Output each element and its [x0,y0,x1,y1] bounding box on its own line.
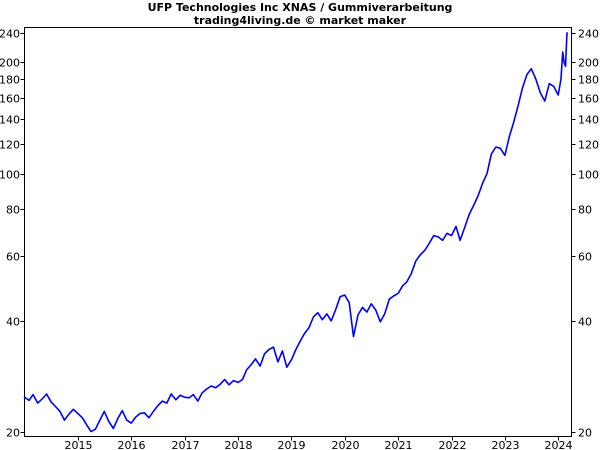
y-tick-label-left: 120 [0,139,20,152]
y-tick-label-right: 180 [578,74,599,87]
y-tick-label-right: 80 [578,204,592,217]
y-tick-label-left: 200 [0,57,20,70]
x-tick-label: 2022 [439,439,467,450]
x-tick-label: 2019 [278,439,306,450]
y-tick-label-right: 200 [578,57,599,70]
y-tick-label-right: 160 [578,93,599,106]
y-tick-label-right: 60 [578,251,592,264]
x-tick-label: 2015 [65,439,93,450]
x-axis: 2015 2016 2017 2018 2019 2020 2021 2022 2023 2024 [65,436,573,450]
y-tick-label-right: 140 [578,114,599,127]
chart-title: UFP Technologies Inc XNAS / Gummiverarbe… [147,1,453,14]
y-tick-label-left: 140 [0,114,20,127]
y-axis-right: 20 40 60 80 100 120 140 160 180 200 240 [571,28,599,440]
y-tick-label-left: 40 [6,316,20,329]
x-tick-label: 2021 [385,439,413,450]
y-tick-label-right: 100 [578,169,599,182]
x-tick-label: 2016 [118,439,146,450]
plot-frame [24,27,572,437]
y-tick-label-left: 60 [6,251,20,264]
x-tick-label: 2023 [492,439,520,450]
y-tick-label-left: 100 [0,169,20,182]
y-tick-label-right: 40 [578,316,592,329]
y-tick-label-left: 180 [0,74,20,87]
y-tick-label-right: 240 [578,28,599,41]
y-tick-label-left: 240 [0,28,20,41]
y-tick-label-left: 160 [0,93,20,106]
price-series-line [23,31,568,433]
x-tick-label: 2020 [332,439,360,450]
y-tick-label-left: 20 [6,427,20,440]
chart-subtitle: trading4living.de © market maker [193,14,407,27]
x-tick-label: 2018 [225,439,253,450]
x-tick-label: 2024 [545,439,573,450]
y-tick-label-right: 120 [578,139,599,152]
x-tick-label: 2017 [172,439,200,450]
y-tick-label-left: 80 [6,204,20,217]
y-axis-left: 20 40 60 80 100 120 140 160 180 200 240 [0,28,25,440]
y-tick-label-right: 20 [578,427,592,440]
